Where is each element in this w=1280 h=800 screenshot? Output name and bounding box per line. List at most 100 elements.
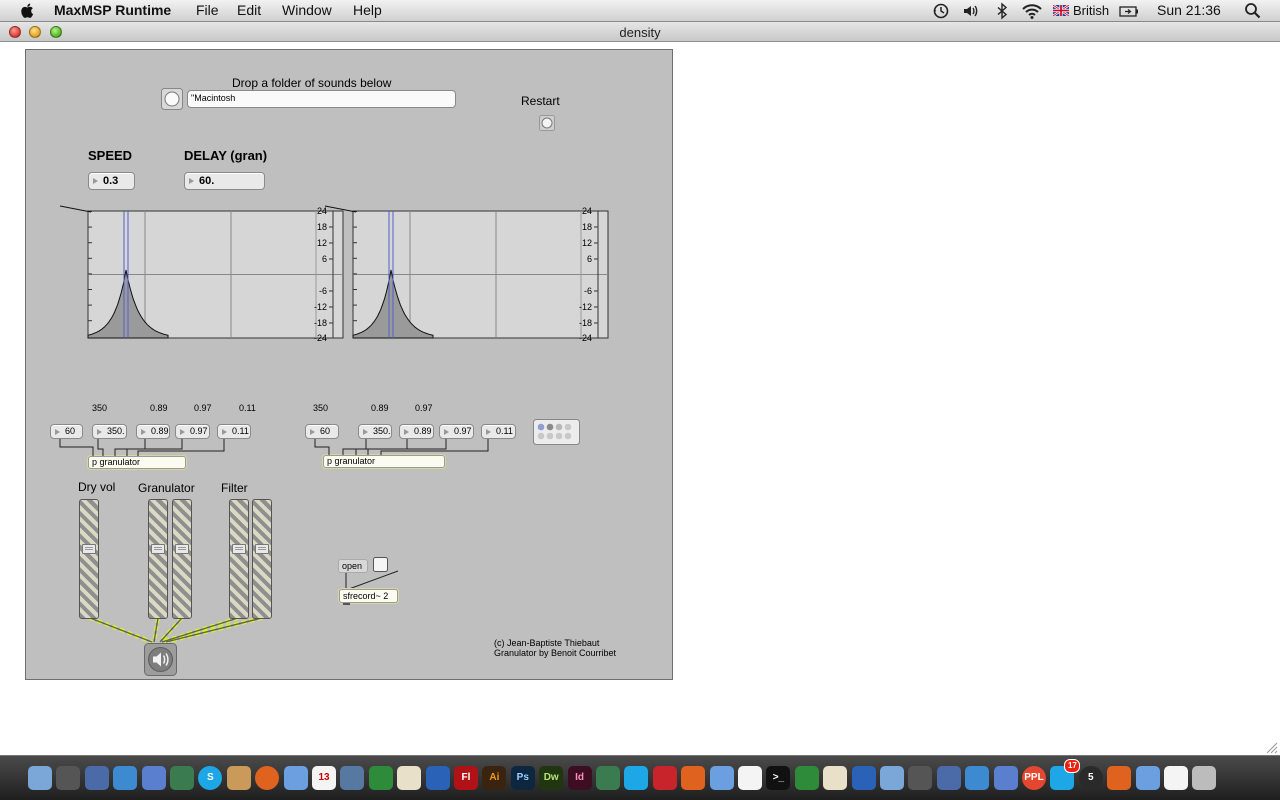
patcher-canvas: Drop a folder of sounds below "Macintosh… — [25, 49, 673, 680]
filter-fader-left[interactable] — [229, 499, 249, 619]
fader-knob[interactable] — [255, 544, 269, 554]
itunes-icon[interactable] — [283, 766, 308, 790]
granulator-left-param[interactable]: 0.89 — [136, 424, 170, 439]
indesign-icon[interactable]: Id — [567, 766, 592, 790]
window-title-bar[interactable]: density — [0, 22, 1280, 42]
ical-icon[interactable]: 13 — [312, 766, 336, 790]
close-window-button[interactable] — [9, 26, 21, 38]
speaker-icon[interactable] — [144, 643, 177, 676]
textedit-icon[interactable] — [397, 766, 422, 790]
granulator-fader-left[interactable] — [148, 499, 168, 619]
contacts-icon[interactable] — [965, 766, 990, 790]
google-earth-icon[interactable] — [425, 766, 450, 790]
maxmsp-icon[interactable] — [738, 766, 762, 790]
system-prefs-icon[interactable] — [851, 766, 876, 790]
dreamweaver-icon[interactable]: Dw — [539, 766, 564, 790]
menu-file[interactable]: File — [196, 2, 219, 18]
menubar-clock[interactable]: Sun 21:36 — [1157, 2, 1221, 18]
zoom-window-button[interactable] — [50, 26, 62, 38]
spotlight-icon[interactable] — [1244, 2, 1262, 20]
granulator-right-param[interactable]: 60 — [305, 424, 339, 439]
scripts-icon[interactable] — [681, 766, 706, 790]
acrobat-icon[interactable] — [652, 766, 677, 790]
five-icon[interactable]: 5 — [1078, 766, 1103, 790]
db-label: -18 — [314, 318, 327, 328]
time-machine-icon[interactable] — [932, 2, 950, 20]
wifi-icon[interactable] — [1021, 2, 1043, 20]
address-book-icon[interactable] — [226, 766, 251, 790]
finder-icon[interactable] — [28, 766, 52, 790]
documents-icon[interactable] — [1135, 766, 1160, 790]
excel-icon[interactable] — [368, 766, 393, 790]
granulator-right-param[interactable]: 0.11 — [481, 424, 516, 439]
calendar-icon[interactable] — [993, 766, 1018, 790]
garageband-icon[interactable] — [794, 766, 819, 790]
skype-icon[interactable]: S — [198, 766, 223, 790]
iphoto-icon[interactable] — [340, 766, 365, 790]
ppl-icon[interactable]: PPL — [1022, 766, 1046, 790]
menu-window[interactable]: Window — [282, 2, 332, 18]
firefox-icon[interactable] — [255, 766, 280, 790]
speed-number-box[interactable]: 0.3 — [88, 172, 135, 190]
dry-vol-fader[interactable] — [79, 499, 99, 619]
folder-drop-button[interactable] — [161, 88, 183, 110]
illustrator-icon[interactable]: Ai — [482, 766, 507, 790]
photoshop-icon[interactable]: Ps — [510, 766, 535, 790]
app-icon[interactable] — [908, 766, 933, 790]
filter-fader-right[interactable] — [252, 499, 272, 619]
flash-icon[interactable]: Fl — [454, 766, 478, 790]
spaces-icon[interactable] — [823, 766, 848, 790]
drive-icon[interactable] — [624, 766, 649, 790]
granulator-left-param[interactable]: 0.11 — [217, 424, 251, 439]
granulator-right-param[interactable]: 0.89 — [399, 424, 434, 439]
folder-icon[interactable] — [1107, 766, 1132, 790]
preview-icon[interactable] — [84, 766, 109, 790]
language-flag-icon[interactable] — [1053, 5, 1069, 16]
fader-knob[interactable] — [232, 544, 246, 554]
granulator-fader-right[interactable] — [172, 499, 192, 619]
apple-icon[interactable] — [20, 2, 36, 19]
fader-knob[interactable] — [82, 544, 96, 554]
activity-monitor-icon[interactable] — [170, 766, 194, 790]
granulator-left-object[interactable]: p granulator — [88, 456, 186, 469]
granulator-left-param[interactable]: 60 — [50, 424, 83, 439]
trash-icon[interactable] — [1192, 766, 1217, 790]
filter-graph-left[interactable]: 24 18 12 6 -6 -12 -18 -24 — [59, 205, 344, 343]
granulator-right-param[interactable]: 0.97 — [439, 424, 474, 439]
granulator-right-param[interactable]: 350. — [358, 424, 392, 439]
toolbox-icon[interactable] — [596, 766, 620, 790]
folder-path-field[interactable]: "Macintosh — [187, 90, 456, 108]
filter-graph-right[interactable]: 24 18 12 6 -6 -12 -18 -24 — [324, 205, 609, 343]
preset-matrix[interactable] — [533, 419, 580, 445]
param-value: 0.11 — [496, 426, 513, 436]
photo-icon[interactable] — [709, 766, 734, 790]
facetime-icon[interactable] — [141, 766, 166, 790]
fader-knob[interactable] — [175, 544, 189, 554]
granulator-right-object[interactable]: p granulator — [323, 455, 445, 468]
dashboard-icon[interactable] — [56, 766, 81, 790]
terminal-icon[interactable]: >_ — [766, 766, 791, 790]
minimize-window-button[interactable] — [29, 26, 41, 38]
granulator-left-param[interactable]: 350. — [92, 424, 127, 439]
resize-grip-icon[interactable] — [1264, 740, 1278, 754]
battery-icon[interactable] — [1118, 2, 1140, 20]
language-label[interactable]: British — [1073, 3, 1110, 18]
granulator-left-param[interactable]: 0.97 — [175, 424, 210, 439]
number-box-arrow-icon — [363, 428, 368, 435]
open-message-box[interactable]: open — [338, 559, 368, 573]
fader-knob[interactable] — [151, 544, 165, 554]
safari-icon[interactable] — [113, 766, 138, 790]
downloads-icon[interactable] — [1164, 766, 1188, 790]
sfrecord-object[interactable]: sfrecord~ 2 — [339, 589, 398, 603]
granulator-left-top-value: 0.11 — [239, 403, 256, 413]
people-icon[interactable] — [936, 766, 961, 790]
delay-number-box[interactable]: 60. — [184, 172, 265, 190]
volume-icon[interactable] — [962, 2, 980, 20]
network-icon[interactable] — [880, 766, 904, 790]
menu-help[interactable]: Help — [353, 2, 382, 18]
restart-button[interactable] — [539, 115, 555, 131]
bluetooth-icon[interactable] — [993, 2, 1011, 20]
menu-edit[interactable]: Edit — [237, 2, 262, 18]
record-toggle[interactable] — [373, 557, 388, 572]
app-menu[interactable]: MaxMSP Runtime — [54, 2, 172, 18]
